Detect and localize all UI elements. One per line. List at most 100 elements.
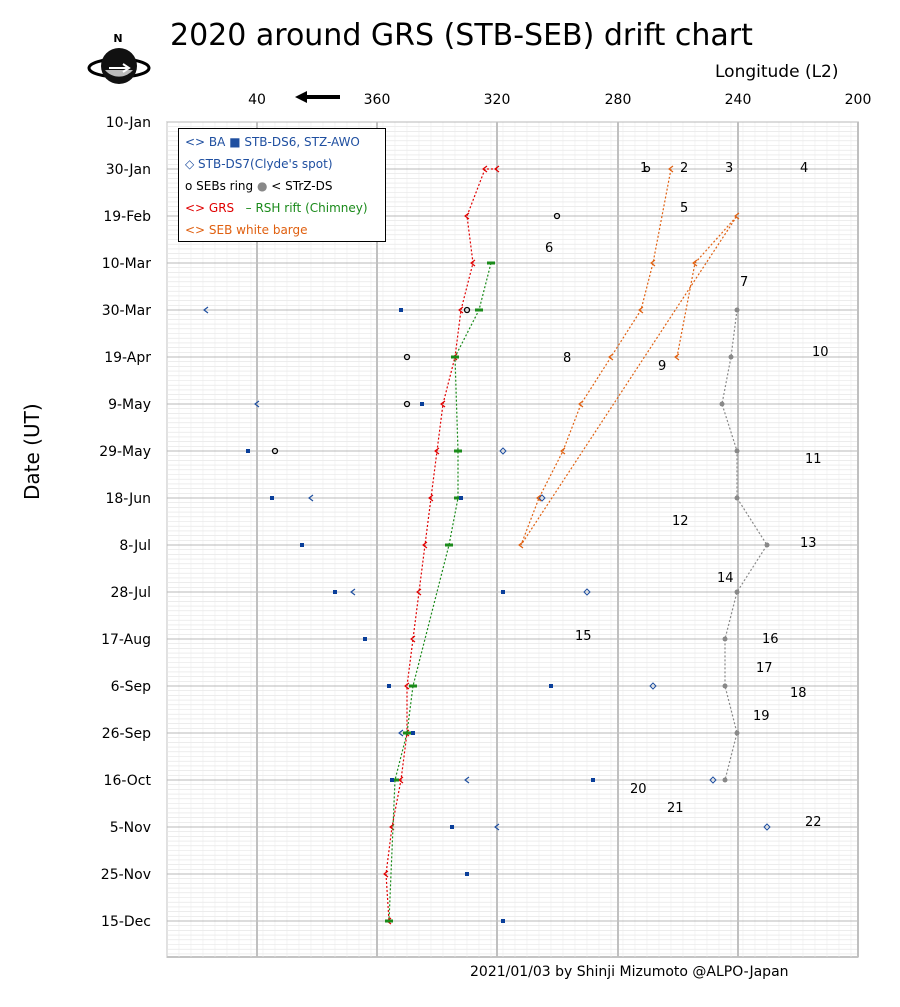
data-point bbox=[649, 682, 657, 690]
legend-ba: <> BA bbox=[185, 135, 226, 149]
data-point bbox=[692, 259, 698, 267]
track-number-label: 16 bbox=[762, 632, 779, 647]
data-point bbox=[722, 636, 728, 642]
data-point bbox=[643, 165, 651, 173]
data-point bbox=[350, 588, 356, 596]
y-tick-label: 8-Jul bbox=[119, 538, 151, 554]
y-tick-label: 28-Jul bbox=[110, 585, 151, 601]
x-tick-label: 320 bbox=[484, 92, 511, 108]
data-point bbox=[363, 637, 367, 641]
data-point bbox=[411, 731, 415, 735]
y-tick-label: 25-Nov bbox=[101, 867, 151, 883]
data-point bbox=[668, 165, 674, 173]
data-point bbox=[270, 496, 274, 500]
track-number-label: 12 bbox=[672, 514, 689, 529]
track-number-label: 22 bbox=[805, 815, 822, 830]
data-point bbox=[722, 683, 728, 689]
x-tick-label: 280 bbox=[605, 92, 632, 108]
track-number-label: 7 bbox=[740, 275, 748, 290]
chart-credit: 2021/01/03 by Shinji Mizumoto @ALPO-Japa… bbox=[470, 964, 789, 980]
data-point bbox=[494, 823, 500, 831]
y-tick-label: 16-Oct bbox=[104, 773, 152, 789]
data-point bbox=[518, 541, 524, 549]
track-number-label: 11 bbox=[805, 452, 822, 467]
data-point bbox=[420, 402, 424, 406]
track-number-label: 2 bbox=[680, 161, 688, 176]
track-number-label: 5 bbox=[680, 201, 688, 216]
y-tick-label: 18-Jun bbox=[105, 491, 151, 507]
data-point bbox=[549, 684, 553, 688]
data-point bbox=[734, 212, 740, 220]
chart-legend: <> BA ■ STB-DS6, STZ-AWO ◇ STB-DS7(Clyde… bbox=[178, 128, 386, 242]
compass-icon: N bbox=[87, 32, 151, 84]
data-point bbox=[399, 308, 403, 312]
data-point bbox=[403, 400, 411, 408]
data-point bbox=[450, 825, 454, 829]
chart-title: 2020 around GRS (STB-SEB) drift chart bbox=[170, 18, 753, 53]
data-point bbox=[482, 165, 488, 173]
legend-seb-ring: SEBs ring bbox=[196, 179, 254, 193]
y-tick-label: 10-Mar bbox=[102, 256, 152, 272]
y-tick-label: 30-Mar bbox=[102, 303, 152, 319]
y-tick-label: 29-May bbox=[99, 444, 151, 460]
data-point bbox=[728, 354, 734, 360]
track-number-label: 4 bbox=[800, 161, 808, 176]
data-point bbox=[674, 353, 680, 361]
y-tick-label: 6-Sep bbox=[111, 679, 151, 695]
direction-arrow-head bbox=[295, 91, 307, 103]
data-point bbox=[387, 684, 391, 688]
data-point bbox=[422, 541, 428, 549]
track-number-label: 9 bbox=[658, 359, 666, 374]
y-tick-label: 19-Apr bbox=[104, 350, 151, 366]
y-tick-label: 5-Nov bbox=[110, 820, 151, 836]
x-tick-label: 200 bbox=[845, 92, 872, 108]
data-point bbox=[560, 447, 566, 455]
y-tick-label: 15-Dec bbox=[101, 914, 151, 930]
data-point bbox=[734, 730, 740, 736]
legend-rsh: RSH rift (Chimney) bbox=[255, 201, 368, 215]
compass-label: N bbox=[113, 32, 122, 45]
data-point bbox=[333, 590, 337, 594]
legend-ds7: ◇ STB-DS7(Clyde's spot) bbox=[185, 157, 333, 171]
data-point bbox=[308, 494, 314, 502]
data-point bbox=[459, 496, 463, 500]
track-number-label: 13 bbox=[800, 536, 817, 551]
track-number-label: 20 bbox=[630, 782, 647, 797]
legend-ds6: STB-DS6, STZ-AWO bbox=[244, 135, 360, 149]
data-point bbox=[470, 259, 476, 267]
x-tick-label: 240 bbox=[725, 92, 752, 108]
data-point bbox=[300, 543, 304, 547]
track-number-label: 18 bbox=[790, 686, 807, 701]
data-point bbox=[464, 776, 470, 784]
y-tick-label: 17-Aug bbox=[101, 632, 151, 648]
data-point bbox=[763, 823, 771, 831]
track-number-label: 19 bbox=[753, 709, 770, 724]
track-number-label: 14 bbox=[717, 571, 734, 586]
data-point bbox=[499, 447, 507, 455]
data-point bbox=[709, 776, 717, 784]
data-point bbox=[203, 306, 209, 314]
series-track bbox=[385, 168, 497, 922]
track-number-label: 10 bbox=[812, 345, 829, 360]
data-point bbox=[583, 588, 591, 596]
y-tick-label: 9-May bbox=[108, 397, 151, 413]
x-tick-label: 40 bbox=[248, 92, 266, 108]
track-number-label: 17 bbox=[756, 661, 773, 676]
data-point bbox=[638, 306, 644, 314]
y-tick-label: 30-Jan bbox=[106, 162, 151, 178]
data-point bbox=[501, 919, 505, 923]
data-point bbox=[463, 306, 471, 314]
y-tick-label: 10-Jan bbox=[106, 115, 151, 131]
legend-grs: <> GRS bbox=[185, 201, 235, 215]
data-point bbox=[719, 401, 725, 407]
track-number-label: 21 bbox=[667, 801, 684, 816]
legend-strz: < STrZ-DS bbox=[271, 179, 333, 193]
series-track bbox=[520, 168, 738, 546]
y-tick-label: 26-Sep bbox=[102, 726, 151, 742]
track-number-label: 8 bbox=[563, 351, 571, 366]
data-point bbox=[271, 447, 279, 455]
legend-barge: <> SEB white barge bbox=[185, 223, 308, 237]
data-point bbox=[722, 777, 728, 783]
track-number-label: 15 bbox=[575, 629, 592, 644]
